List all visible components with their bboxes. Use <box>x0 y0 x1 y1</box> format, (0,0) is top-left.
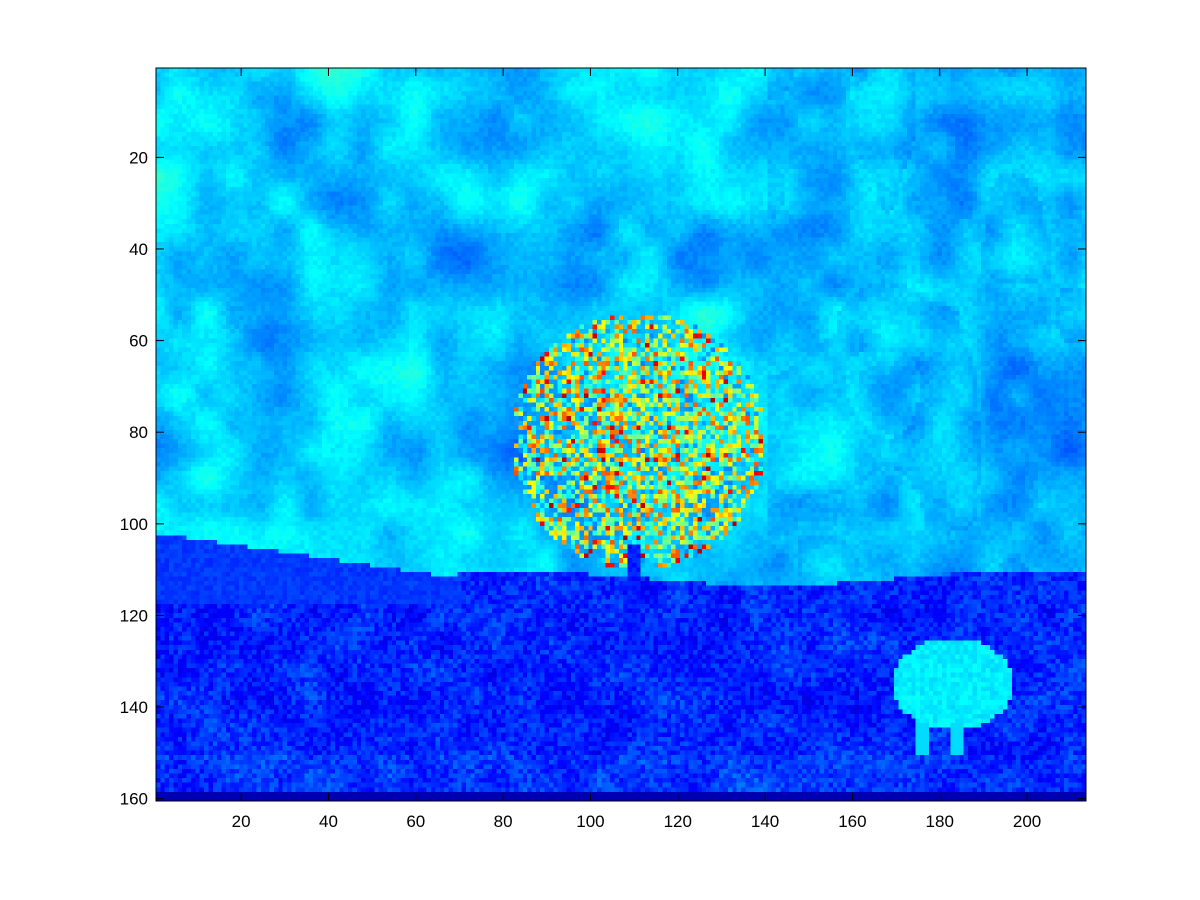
x-tick-label: 140 <box>751 812 779 831</box>
y-tick-label: 140 <box>120 698 148 717</box>
x-tick-label: 80 <box>494 812 513 831</box>
axes-box <box>155 67 1087 802</box>
x-tick-label: 200 <box>1013 812 1041 831</box>
x-tick-label: 120 <box>664 812 692 831</box>
y-tick-label: 120 <box>120 606 148 625</box>
x-tick-label: 100 <box>576 812 604 831</box>
plot-area <box>156 68 1086 801</box>
x-tick-label: 180 <box>926 812 954 831</box>
x-tick-label: 160 <box>838 812 866 831</box>
y-tick-label: 40 <box>129 240 148 259</box>
y-axis-ticks: 20 40 60 80 100 120 140 160 <box>120 148 1086 809</box>
heatmap-image <box>156 68 1086 801</box>
y-tick-label: 60 <box>129 332 148 351</box>
y-tick-label: 100 <box>120 515 148 534</box>
x-axis-ticks: 20 40 60 80 100 120 140 160 180 200 <box>232 68 1041 831</box>
x-tick-label: 20 <box>232 812 251 831</box>
y-tick-label: 20 <box>129 148 148 167</box>
y-tick-label: 160 <box>120 790 148 809</box>
y-tick-label: 80 <box>129 423 148 442</box>
x-tick-label: 40 <box>319 812 338 831</box>
x-tick-label: 60 <box>406 812 425 831</box>
